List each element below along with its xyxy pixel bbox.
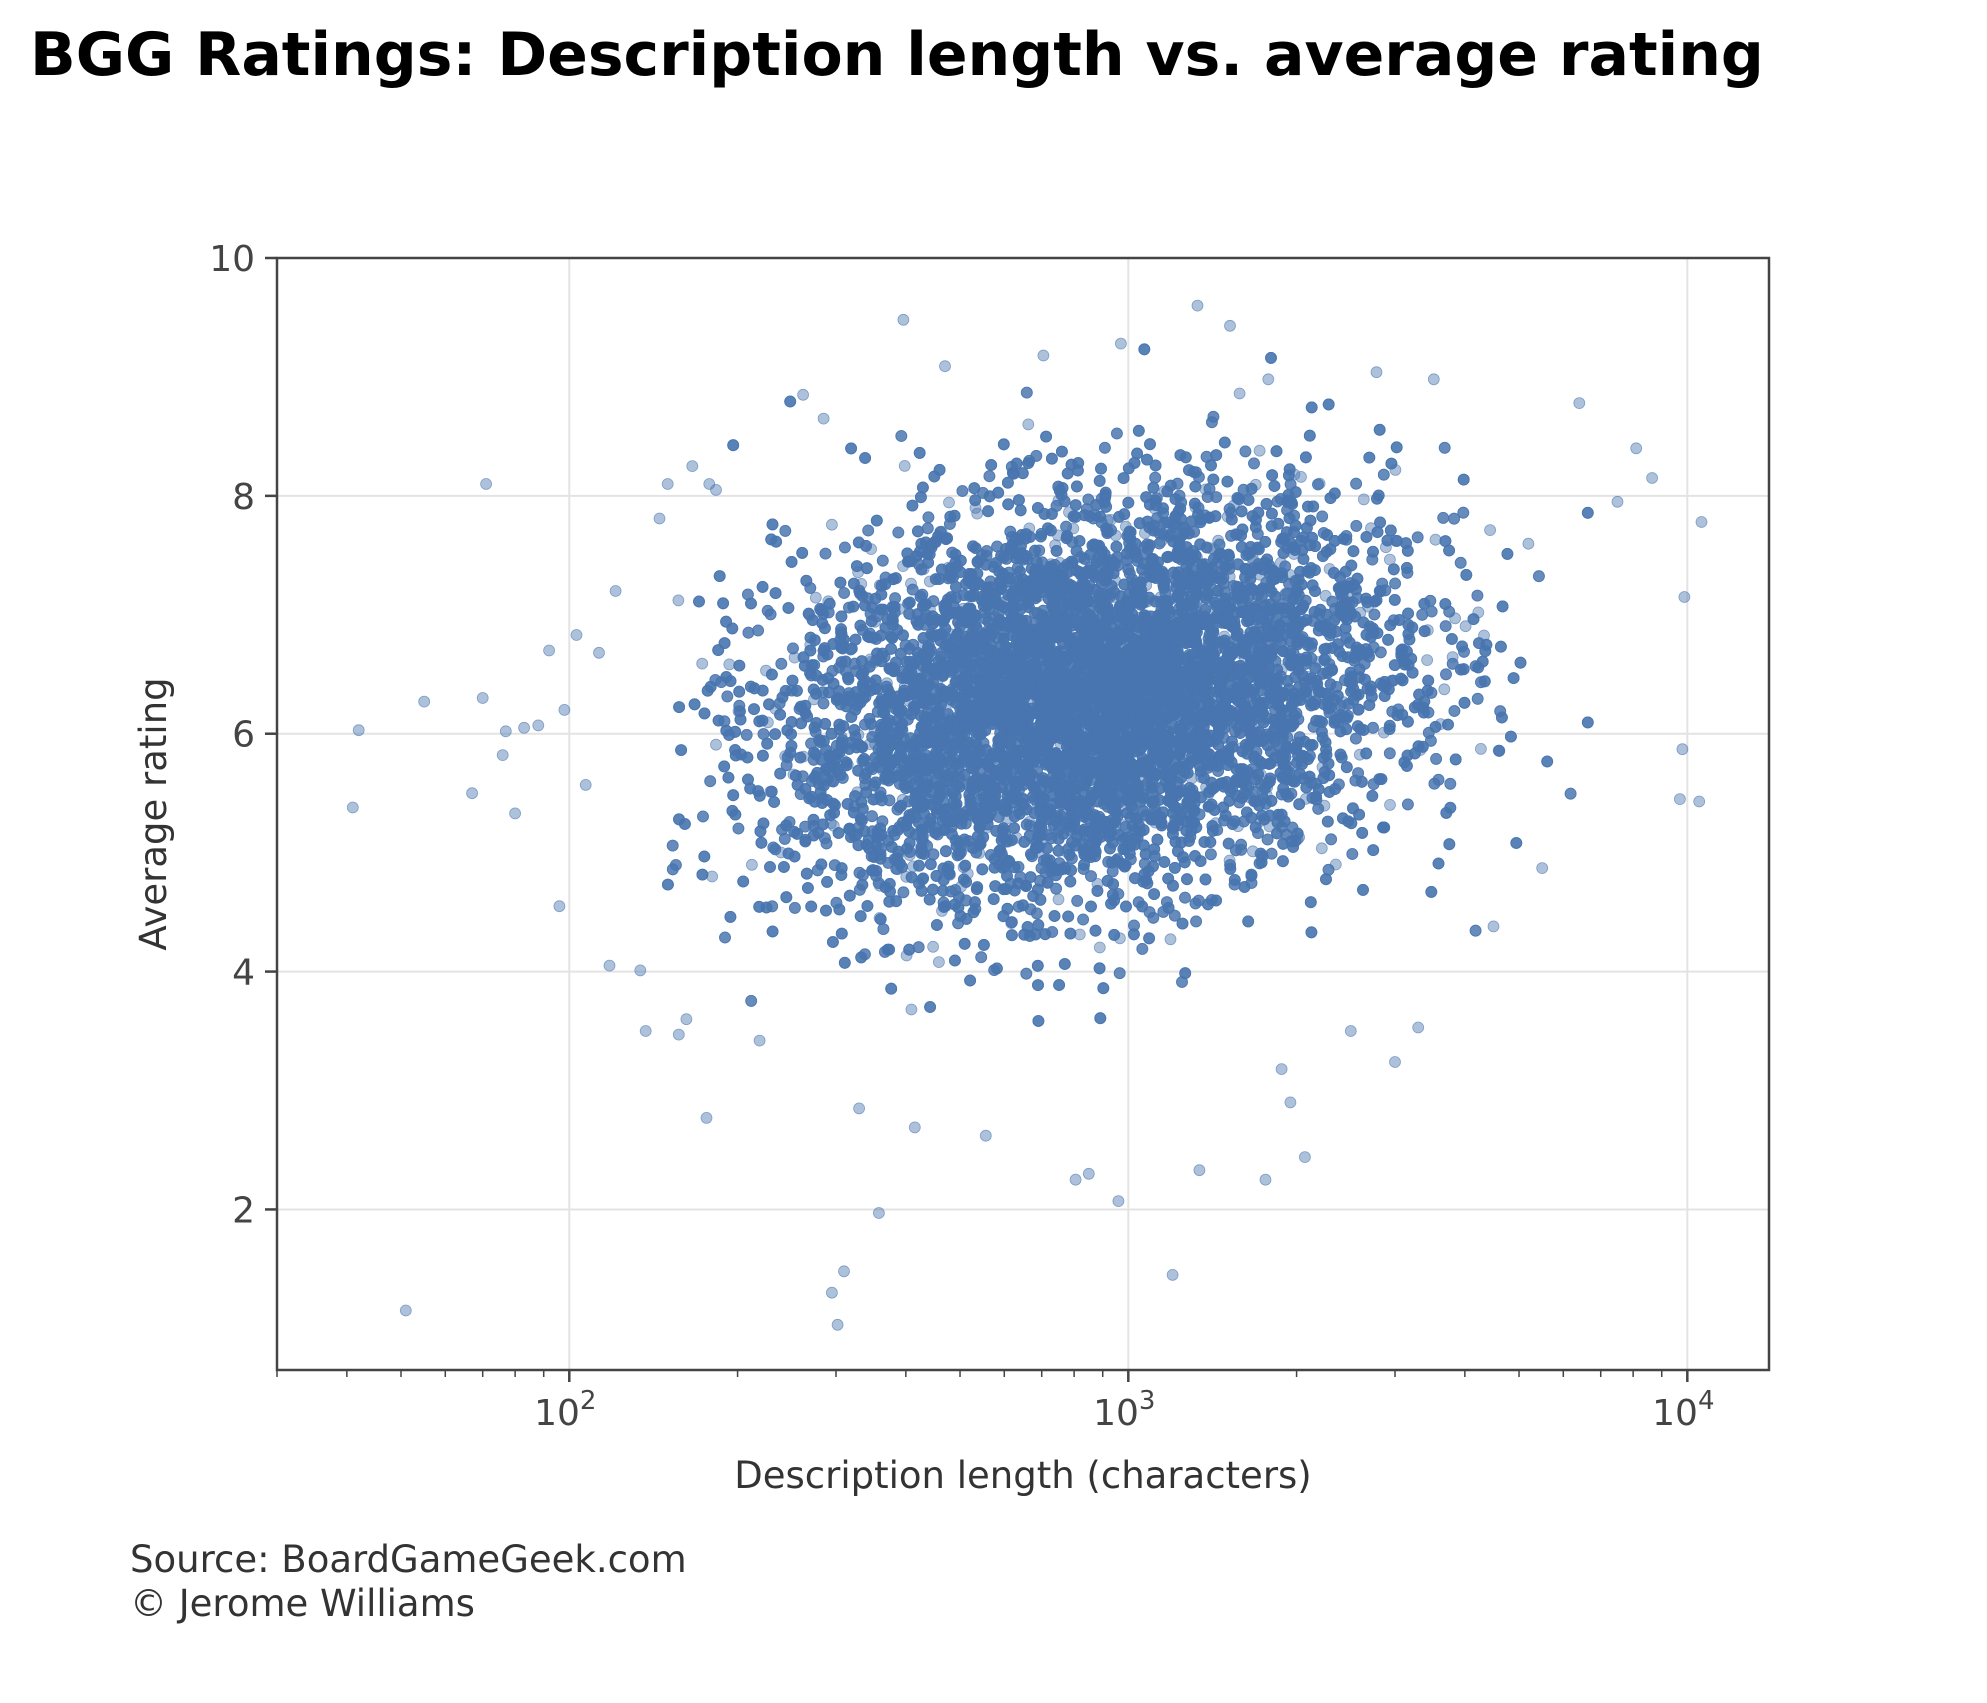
scatter-point [1295,470,1307,483]
scatter-point [1357,493,1370,506]
scatter-point [1233,387,1246,400]
scatter-point [1315,842,1328,855]
scatter-point [1438,683,1451,696]
scatter-point [1384,799,1396,811]
scatter-point [672,594,685,607]
scatter-point [1389,463,1402,476]
scatter-point [898,459,911,472]
scatter-point [927,940,939,953]
scatter-point [1052,893,1065,906]
chart-title: BGG Ratings: Description length vs. aver… [30,20,1987,90]
scatter-point [1223,854,1236,867]
scatter-point [1429,533,1442,546]
scatter-point [1022,418,1035,431]
scatter-point [696,657,709,670]
scatter-point [710,738,722,751]
scatter-point [1522,537,1535,550]
scatter-point [1421,654,1433,666]
scatter-point [826,518,838,531]
scatter-point [706,870,718,883]
scatter-point [903,849,916,861]
scatter-point [1475,743,1487,755]
scatter-point [943,496,955,509]
scatter-point [809,591,822,604]
scatter-point [1093,941,1106,954]
scatter-points [346,299,1708,1331]
scatter-point [1164,933,1177,946]
scatter-point [746,858,758,871]
scatter-point [723,658,736,671]
scatter-point [933,956,945,968]
scatter-point [905,1003,918,1016]
scatter-point [1253,444,1266,457]
scatter-point [1484,524,1496,536]
